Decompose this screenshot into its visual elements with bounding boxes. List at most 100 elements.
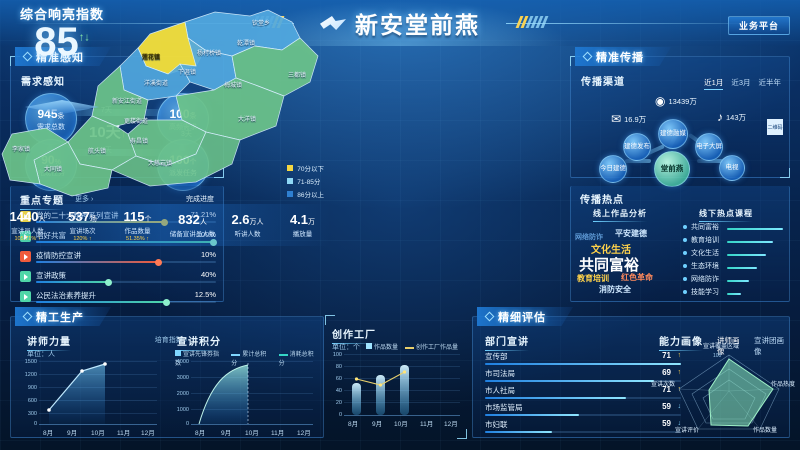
topics-more-link[interactable]: 更多 › bbox=[75, 196, 94, 203]
qrcode-icon[interactable]: 二维码 bbox=[767, 119, 783, 135]
x-tick: 11月 bbox=[271, 430, 285, 437]
topic-row[interactable]: 唱好共富 100% bbox=[20, 230, 217, 246]
department-row[interactable]: 宣传部 71 ↑ bbox=[485, 351, 681, 370]
department-row[interactable]: 市妇联 59 ↓ bbox=[485, 419, 681, 438]
channel-section-title: 传播渠道 bbox=[581, 77, 625, 88]
map-label[interactable]: 乾潭镇 bbox=[237, 41, 256, 47]
map-label[interactable]: 大同镇 bbox=[44, 167, 63, 173]
map-label[interactable]: 梅城镇 bbox=[224, 83, 243, 89]
chart-line-area bbox=[47, 362, 107, 424]
tab-1month[interactable]: 近1月 bbox=[704, 77, 724, 90]
y-tick: 1500 bbox=[24, 359, 37, 365]
speaker-icon bbox=[20, 291, 31, 302]
map-label[interactable]: 寿昌镇 bbox=[130, 139, 149, 145]
course-row[interactable]: 技能学习 bbox=[683, 287, 783, 300]
y-tick: 100 bbox=[332, 352, 342, 358]
channel-node-fabu[interactable]: 建德发布 bbox=[623, 133, 651, 161]
tab-halfyear[interactable]: 近半年 bbox=[758, 78, 782, 87]
channel-node-rongmei[interactable]: 建德融媒 bbox=[658, 119, 688, 149]
word-cloud-item[interactable]: 教育培训 bbox=[577, 274, 609, 283]
course-row[interactable]: 文化生活 bbox=[683, 248, 783, 261]
x-tick: 12月 bbox=[444, 421, 458, 428]
header-decor-right bbox=[506, 14, 786, 32]
channel-panel-title: 精准传播 bbox=[575, 47, 671, 66]
y-tick: 20 bbox=[335, 400, 342, 406]
course-row[interactable]: 共同富裕 bbox=[683, 222, 783, 235]
course-row[interactable]: 教育培训 bbox=[683, 235, 783, 248]
y-tick: 4000 bbox=[176, 359, 189, 365]
legend-entry: 作品数量 bbox=[366, 342, 398, 351]
map-label[interactable]: 航头镇 bbox=[88, 149, 107, 155]
chart-legend: 宣讲先锋券指数 累计总积分 消耗总积分 bbox=[175, 349, 319, 367]
word-cloud-item[interactable]: 文化生活 bbox=[591, 245, 631, 256]
channel-node-center[interactable]: 堂前燕 bbox=[654, 151, 690, 187]
map-label[interactable]: 洋溪街道 bbox=[144, 81, 169, 87]
x-tick: 8月 bbox=[195, 430, 206, 437]
map-label[interactable]: 大洋镇 bbox=[238, 117, 257, 123]
chart-creation-factory: 创作工厂 单位：个 作品数量 创作工厂作品量 100 80 60 40 20 0 bbox=[325, 315, 467, 439]
department-row[interactable]: 市场监管局 59 ↓ bbox=[485, 402, 681, 421]
map-label-active[interactable]: 莲花镇 bbox=[142, 55, 161, 61]
radar-axis-label: 宣讲评价 bbox=[675, 428, 700, 434]
topic-row[interactable]: 党的二十大精神系列宣讲 71.21% bbox=[20, 210, 216, 226]
cultivation-index-link[interactable]: 培育指数 › bbox=[154, 337, 187, 344]
production-panel: 精工生产 讲师力量 单位：人 培育指数 › 1500 1200 900 600 … bbox=[10, 307, 324, 438]
stat-card: 537场 宣讲场次 120% ↑ bbox=[68, 208, 97, 242]
map-panel: 综合响亮指数 85↑↓ 钦堂乡 乾潭镇 杨村桥镇 莲花镇 下涯镇 洋溪街道 梅城… bbox=[0, 0, 330, 246]
map-label[interactable]: 钦堂乡 bbox=[252, 21, 271, 27]
app-title: 新安堂前燕 bbox=[355, 12, 480, 38]
y-tick: 80 bbox=[335, 364, 342, 370]
tab-3month[interactable]: 近3月 bbox=[731, 78, 751, 87]
department-row[interactable]: 市司法局 69 ↑ bbox=[485, 368, 681, 387]
demand-section-title: 需求感知 bbox=[21, 77, 65, 88]
chart-legend: 作品数量 创作工厂作品量 bbox=[366, 342, 458, 351]
spoke bbox=[625, 159, 651, 163]
weixin-icon: ✉ bbox=[611, 112, 622, 126]
speaker-icon bbox=[20, 271, 31, 282]
radar-shape bbox=[678, 354, 780, 430]
topics-section-title: 重点专题 bbox=[20, 192, 64, 210]
topic-row[interactable]: 宣讲政策 40% bbox=[20, 270, 216, 286]
chart-title: 宣讲积分 bbox=[177, 333, 221, 351]
map-label[interactable]: 下涯镇 bbox=[178, 70, 197, 76]
word-cloud-item[interactable]: 共同富裕 bbox=[579, 257, 640, 274]
topic-row[interactable]: 公民法治素养提升 12.5% bbox=[20, 290, 216, 306]
map-label[interactable]: 三都镇 bbox=[288, 73, 307, 79]
production-panel-title: 精工生产 bbox=[15, 307, 111, 326]
channel-node-screen[interactable]: 电子大屏 bbox=[695, 133, 723, 161]
department-section-title: 部门宣讲 bbox=[485, 333, 529, 351]
word-cloud-item[interactable]: 网络防诈 bbox=[575, 234, 603, 241]
x-tick: 12月 bbox=[141, 430, 155, 437]
x-tick: 10月 bbox=[91, 430, 105, 437]
region-map[interactable]: 综合响亮指数 85↑↓ 钦堂乡 乾潭镇 杨村桥镇 莲花镇 下涯镇 洋溪街道 梅城… bbox=[0, 0, 330, 246]
legend-entry: 消耗总积分 bbox=[278, 352, 314, 367]
map-label[interactable]: 李家镇 bbox=[12, 147, 31, 153]
channel-node-tv[interactable]: 电视 bbox=[719, 155, 745, 181]
y-tick: 1000 bbox=[176, 407, 189, 413]
word-cloud-item[interactable]: 消防安全 bbox=[599, 285, 631, 294]
legend-entry: 累计总积分 bbox=[231, 352, 267, 367]
word-cloud-item[interactable]: 平安建德 bbox=[615, 229, 647, 238]
course-row[interactable]: 网络防诈 bbox=[683, 274, 783, 287]
tab-team-profile[interactable]: 宣讲团画像 bbox=[754, 336, 784, 356]
stat-douyin: ♪ 143万 bbox=[717, 110, 747, 124]
course-row[interactable]: 生态环境 bbox=[683, 261, 783, 274]
channel-node-jinri[interactable]: 今日建德 bbox=[599, 155, 627, 183]
perception-panel-title: 精准感知 bbox=[15, 47, 111, 66]
map-label[interactable]: 大慈岩镇 bbox=[148, 161, 173, 167]
diamond-icon bbox=[582, 51, 593, 62]
channel-period-tabs[interactable]: 近1月 近3月 近半年 bbox=[704, 77, 781, 90]
map-label[interactable]: 新安江街道 bbox=[112, 99, 143, 105]
business-platform-button[interactable]: 业务平台 bbox=[727, 16, 790, 35]
radar-chart: 宣讲覆盖区域 作品热度 作品数量 宣讲评价 宣讲次数 100 bbox=[651, 344, 795, 435]
stat-card: 1440人 宣讲员人数 105.71% ↑ bbox=[9, 208, 46, 242]
word-cloud-item[interactable]: 红色革命 bbox=[621, 273, 653, 282]
topic-row[interactable]: 疫情防控宣讲 10% bbox=[20, 250, 216, 266]
tab-lecturer-profile[interactable]: 讲师画像 bbox=[717, 336, 740, 356]
map-label[interactable]: 更楼街道 bbox=[124, 119, 149, 125]
map-label[interactable]: 杨村桥镇 bbox=[197, 51, 222, 57]
hotspot-section-title: 传播热点 bbox=[580, 195, 624, 206]
speaker-icon bbox=[20, 251, 31, 262]
x-tick: 8月 bbox=[43, 430, 54, 437]
ability-tabs[interactable]: 讲师画像 宣讲团画像 bbox=[717, 335, 789, 357]
